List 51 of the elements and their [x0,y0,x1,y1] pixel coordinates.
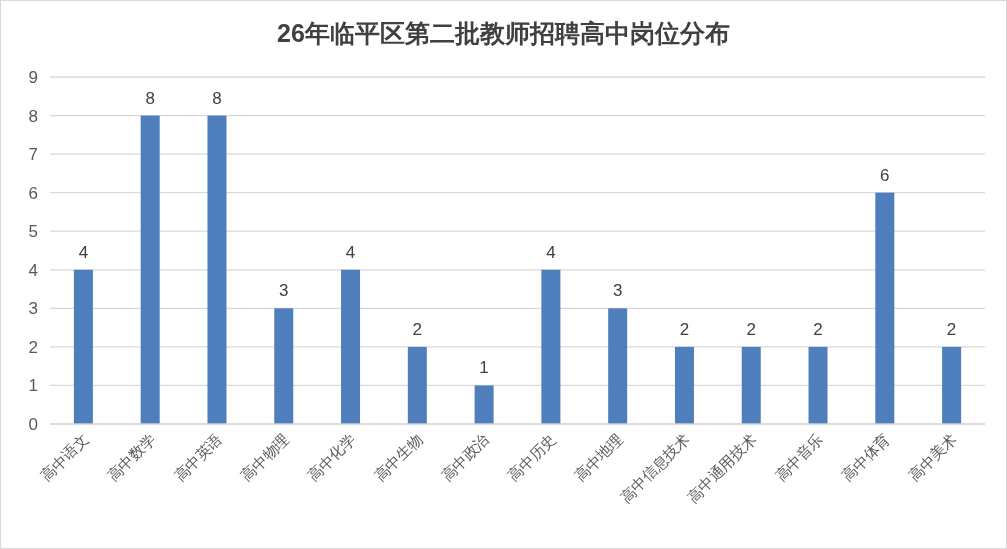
bar [942,346,962,424]
y-tick-label: 0 [28,415,38,434]
bar [674,346,694,424]
bar [140,115,160,424]
data-label: 4 [345,242,356,262]
y-tick-label: 6 [28,183,38,203]
y-tick-label: 2 [28,337,38,357]
data-label: 2 [813,319,823,339]
bar [274,308,294,424]
x-tick-label: 高中化学 [304,430,359,485]
x-tick-label: 高中音乐 [771,430,827,485]
bar [407,346,427,424]
data-label: 8 [145,88,155,108]
data-label: 4 [546,242,556,262]
y-tick-label: 8 [28,106,38,126]
bar [875,192,895,424]
data-label: 2 [679,319,690,339]
data-label: 2 [412,319,423,339]
y-tick-label: 1 [28,376,38,396]
data-label: 6 [880,165,890,185]
x-tick-label: 高中美术 [905,430,960,485]
chart-title: 26年临平区第二批教师招聘高中岗位分布 [277,19,730,47]
data-label: 4 [78,242,89,262]
y-tick-label: 5 [28,222,38,242]
bar [73,269,93,424]
x-tick-label: 高中数学 [103,430,159,485]
bar [741,346,761,424]
y-tick-label: 3 [28,299,38,319]
bar [608,308,628,424]
x-tick-label: 高中历史 [504,430,560,485]
x-tick-label: 高中语文 [37,430,92,485]
y-tick-label: 7 [28,145,38,165]
x-tick-label: 高中生物 [371,430,426,485]
data-label: 2 [946,319,957,339]
data-label: 3 [612,281,623,301]
bar [541,269,561,424]
bar [474,385,494,424]
x-tick-label: 高中地理 [571,430,626,485]
y-tick-label: 4 [28,260,38,280]
bar [341,269,361,424]
data-label: 2 [746,319,756,339]
data-label: 8 [212,88,222,108]
x-tick-label: 高中物理 [237,430,292,485]
x-tick-label: 高中英语 [170,430,226,485]
y-tick-label: 9 [28,68,38,87]
x-tick-label: 高中体育 [838,430,893,485]
data-label: 1 [479,358,489,378]
x-tick-label: 高中政治 [437,430,493,485]
data-label: 3 [279,281,289,301]
bar [207,115,227,424]
bar [808,346,828,424]
